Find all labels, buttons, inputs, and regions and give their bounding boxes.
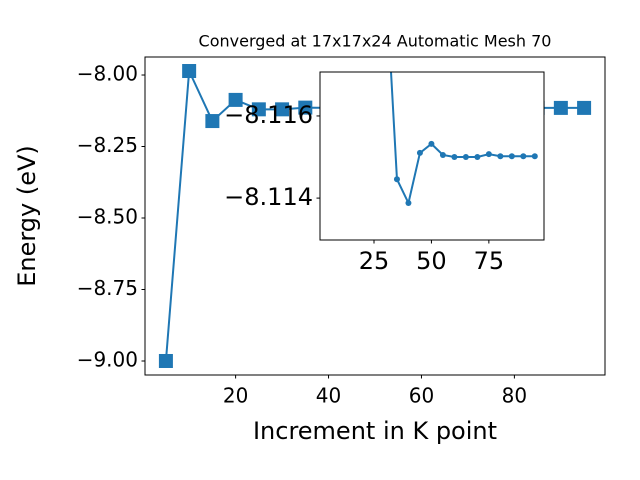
- y-tick-label: −8.50: [77, 205, 138, 229]
- x-axis-label: Increment in K point: [253, 417, 497, 445]
- axes: 25 50 75 −8.116 −8.114: [224, 71, 545, 275]
- x-tick-label: 25: [359, 247, 390, 275]
- marker: [553, 100, 568, 115]
- y-tick-label: −9.00: [77, 347, 138, 371]
- marker: [393, 176, 400, 183]
- marker: [462, 154, 469, 161]
- x-tick-label: 40: [316, 384, 341, 408]
- marker: [520, 153, 527, 160]
- marker: [416, 149, 423, 156]
- marker: [228, 92, 243, 107]
- y-tick-label: −8.116: [224, 101, 313, 129]
- y-tick-label: −8.114: [224, 183, 313, 211]
- y-tick-label: −8.25: [77, 133, 138, 157]
- marker: [205, 114, 220, 129]
- plot: [390, 72, 538, 207]
- marker: [451, 154, 458, 161]
- chart-title: Converged at 17x17x24 Automatic Mesh 70: [199, 32, 552, 51]
- marker: [474, 154, 481, 161]
- axes-frame: [319, 71, 545, 241]
- marker: [439, 151, 446, 158]
- marker: [577, 100, 592, 115]
- marker: [298, 100, 313, 115]
- marker: [405, 200, 412, 207]
- axes-frame: [144, 56, 606, 376]
- y-axis-label: Energy (eV): [13, 145, 41, 287]
- marker: [251, 102, 266, 117]
- marker: [485, 151, 492, 158]
- x-tick-label: 50: [416, 247, 447, 275]
- marker: [497, 153, 504, 160]
- x-tick-label: 75: [474, 247, 505, 275]
- x-tick-label: 20: [223, 384, 248, 408]
- x-tick-label: 60: [409, 384, 434, 408]
- marker: [428, 140, 435, 147]
- marker: [531, 153, 538, 160]
- x-tick-label: 80: [502, 384, 527, 408]
- y-tick-label: −8.00: [77, 62, 138, 86]
- y-tick-label: −8.75: [77, 276, 138, 300]
- marker: [275, 102, 290, 117]
- marker: [182, 64, 197, 79]
- marker: [508, 153, 515, 160]
- marker: [158, 353, 173, 368]
